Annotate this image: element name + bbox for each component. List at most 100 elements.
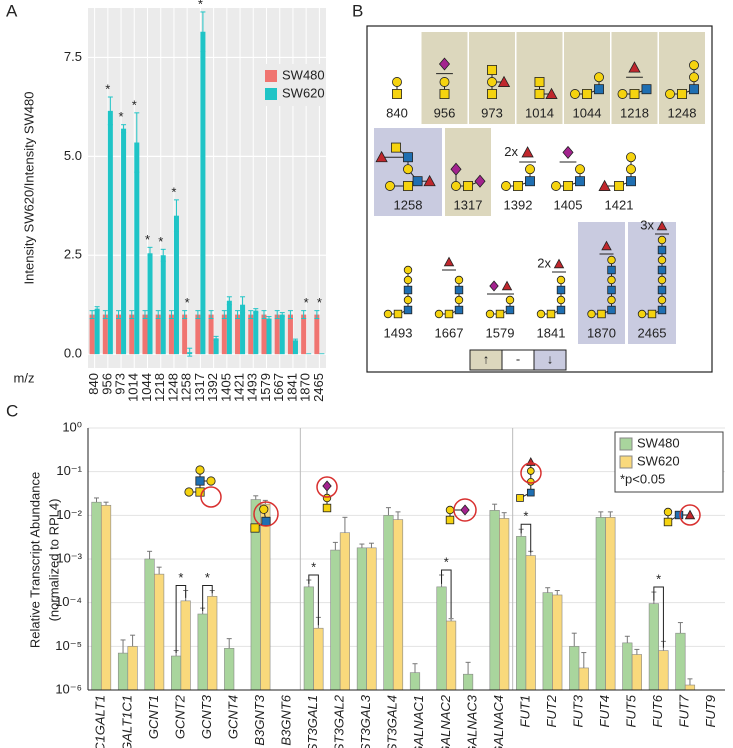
bar <box>648 603 659 691</box>
glycan-galnac <box>546 309 556 319</box>
glycan-galnac <box>445 515 455 525</box>
error-bar <box>208 310 214 320</box>
glycan-glcnac <box>594 84 604 95</box>
x-tick-label: FUT1 <box>517 695 532 728</box>
bar <box>260 503 271 691</box>
bar <box>182 314 188 355</box>
x-tick-label: C1GALT1 <box>93 695 108 748</box>
x-tick-label: FUT6 <box>650 694 665 727</box>
highlight-ring <box>316 476 338 498</box>
error-bar <box>677 622 683 634</box>
bar <box>605 517 616 691</box>
bar <box>303 586 314 691</box>
bar <box>279 314 285 355</box>
glycan-fucose <box>553 258 565 269</box>
x-tick-label: FUT5 <box>624 694 639 727</box>
glycan-galnac <box>444 309 454 319</box>
bar <box>207 595 218 691</box>
glycan-glcnac <box>525 176 535 187</box>
legend-swatch <box>619 455 633 469</box>
x-tick-label: 1044 <box>139 373 154 402</box>
bar <box>542 592 553 691</box>
bar <box>314 314 320 355</box>
glycan-galactose <box>575 164 585 175</box>
bar <box>392 519 404 691</box>
glycan-mz: 1579 <box>486 325 515 340</box>
significance-bracket <box>308 574 319 626</box>
glycan-galnac <box>487 89 497 99</box>
x-tick-label: C1GALT1C1 <box>119 695 134 748</box>
x-tick-label: 1421 <box>231 373 246 402</box>
glycan-galnac <box>629 89 640 99</box>
glycan-galnac <box>677 89 687 99</box>
bar <box>147 253 153 355</box>
glycan-galnac <box>392 89 402 99</box>
x-tick-label: GCNT4 <box>225 695 240 739</box>
glycan-glcnac <box>403 305 413 315</box>
glycan-cell: 1218 <box>611 32 658 124</box>
legend-label: SW620 <box>637 453 680 468</box>
glycan-cell: 1421 <box>594 128 644 216</box>
error-bar <box>102 310 108 320</box>
legend-swatch <box>265 88 277 100</box>
glycan-cell: 1014 <box>516 32 563 124</box>
error-bar <box>226 296 232 306</box>
glycan-galactose <box>626 152 636 163</box>
glycan-galactose <box>392 77 402 87</box>
x-tick-label: 840 <box>86 373 101 395</box>
error-bar <box>634 648 640 655</box>
x-tick-label: ST6GALNAC2 <box>438 694 453 748</box>
glycan-cell: 1044 <box>564 32 610 124</box>
glycan-galactose <box>626 164 636 175</box>
error-bar <box>342 516 348 533</box>
error-bar <box>103 501 109 506</box>
glycan-galactose <box>454 295 464 305</box>
x-axis-label: m/z <box>14 370 35 385</box>
glycan-cell: 2465 3x <box>628 217 676 344</box>
error-bar <box>253 495 259 500</box>
bar <box>658 650 669 691</box>
glycan-fucose <box>423 174 436 187</box>
bar <box>339 532 351 691</box>
glycan-mz: 956 <box>434 105 456 120</box>
x-tick-label: FUT7 <box>677 694 692 727</box>
highlight-ring <box>253 501 279 527</box>
bar <box>226 300 232 355</box>
glycan-fucose <box>375 150 388 163</box>
glycan-galactose <box>617 89 628 99</box>
error-bar <box>501 512 507 519</box>
glycan-galnac <box>495 309 505 319</box>
glycan-multiplier: 2x <box>504 144 518 159</box>
error-bar <box>182 310 188 320</box>
legend-box <box>614 431 724 493</box>
x-tick-label: 1405 <box>218 373 233 402</box>
glycan-cell-background <box>476 222 524 344</box>
bar <box>127 646 138 691</box>
glycan-fucose <box>598 179 611 191</box>
error-bar <box>253 308 259 314</box>
x-tick-label: ST6GALNAC4 <box>491 695 506 748</box>
legend-label: SW620 <box>282 85 325 100</box>
glycan-fucose <box>656 220 668 231</box>
glycan-galnac <box>563 181 573 191</box>
significance-mark: * <box>205 570 210 585</box>
error-bar <box>274 310 280 320</box>
bar <box>155 314 161 355</box>
x-tick-label: 2465 <box>311 373 326 402</box>
glycan-cell: 1493 <box>374 222 422 344</box>
highlight-ring <box>453 498 477 522</box>
bar <box>631 654 642 691</box>
error-bar <box>147 550 153 559</box>
glycan-mz: 840 <box>386 105 408 120</box>
glycan-galactose <box>689 60 699 71</box>
x-tick-label: ST6GALNAC3 <box>464 694 479 748</box>
error-bar <box>142 310 148 320</box>
glycan-glcnac <box>657 305 667 315</box>
glycan-galactose <box>403 265 413 275</box>
glycan-cell: 1841 2x <box>527 222 575 344</box>
glycan-cell-background <box>611 32 658 124</box>
glycan-cell-background <box>374 222 422 344</box>
error-bar <box>292 338 298 342</box>
bar <box>197 613 208 691</box>
glycan-glcnac <box>454 285 464 295</box>
